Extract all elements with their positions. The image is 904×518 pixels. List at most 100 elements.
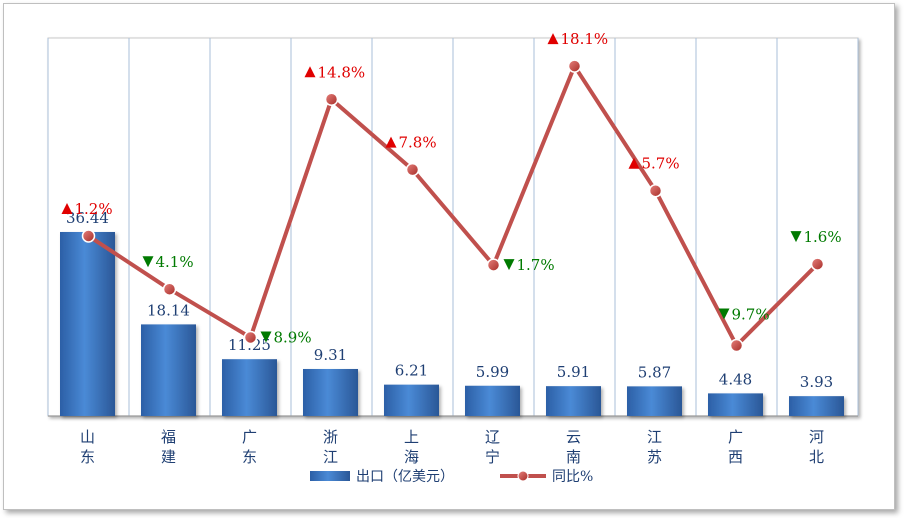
category-char: 广 [728,428,743,446]
category-char: 东 [80,448,95,466]
down-triangle-icon [260,331,272,343]
bar-value-label-2: 11.25 [228,336,271,354]
category-char: 江 [323,448,338,466]
category-label-3: 浙江 [323,428,338,466]
bar-value-label-0: 36.44 [66,209,109,227]
bar-2 [222,359,277,416]
up-triangle-icon [547,33,559,45]
down-triangle-icon [142,256,154,268]
line-marker-5 [486,258,501,272]
category-label-9: 河北 [809,428,824,466]
line-path [87,64,819,348]
bar-5 [465,385,520,416]
bar-series [60,231,844,416]
bar-value-labels: 36.44 18.14 11.25 9.31 6.21 5.99 5.91 5.87 4.48 3… [66,209,833,391]
category-char: 浙 [323,428,338,446]
category-char: 西 [728,448,743,466]
up-triangle-icon [628,157,640,169]
legend-swatch-bar [310,471,350,481]
category-char: 建 [161,448,176,466]
category-char: 苏 [647,448,662,466]
line-value-label-3: 14.8% [304,63,366,81]
legend-label-line: 同比% [552,469,593,485]
line-marker-9 [810,257,825,271]
category-char: 南 [566,448,581,466]
line-marker-2 [243,330,258,345]
category-char: 江 [647,428,662,446]
line-value-text-4: 7.8% [399,134,437,152]
category-char: 宁 [485,448,500,466]
down-triangle-icon [718,308,730,320]
legend-swatch-marker [517,470,529,482]
category-char: 河 [809,428,824,446]
line-marker-4 [405,162,420,177]
line-value-text-3: 14.8% [318,63,366,81]
category-char: 山 [80,428,95,446]
bar-value-label-7: 5.87 [638,363,671,381]
line-value-text-8: 9.7% [732,305,770,323]
line-marker-3 [324,92,339,107]
bar-value-label-6: 5.91 [557,363,590,381]
category-label-7: 江苏 [647,428,662,466]
line-value-label-6: 18.1% [547,30,609,48]
bar-value-label-9: 3.93 [800,373,833,391]
line-value-text-5: 1.7% [517,256,555,274]
bar-value-label-4: 6.21 [395,362,428,380]
bar-4 [384,384,439,416]
bar-1 [141,324,196,416]
line-value-label-5: 1.7% [503,256,555,274]
category-label-8: 广西 [728,428,743,466]
line-value-text-0: 1.2% [75,200,113,218]
line-value-labels: 1.2% 4.1% 8.9% 14.8% 7.8% 1.7% 18.1% 5.7% 9.7% 1.… [61,30,842,346]
line-series [81,59,825,353]
line-value-text-6: 18.1% [561,30,609,48]
grid-lines [47,38,859,417]
up-triangle-icon [304,66,316,78]
line-marker-8 [729,338,744,353]
line-marker-7 [648,183,663,198]
line-marker-1 [162,282,177,296]
category-label-6: 云南 [566,428,581,466]
line-marker-0 [81,229,96,243]
line-value-label-2: 8.9% [260,328,312,346]
bar-6 [546,386,601,416]
line-value-label-8: 9.7% [718,305,770,323]
category-label-5: 辽宁 [485,428,500,466]
legend-item-line: 同比% [500,469,593,485]
category-char: 辽 [485,428,500,446]
down-triangle-icon [503,259,515,271]
bar-value-label-5: 5.99 [476,363,509,381]
line-value-label-4: 7.8% [385,134,437,152]
up-triangle-icon [61,202,73,214]
category-char: 海 [404,448,419,466]
bar-value-label-1: 18.14 [147,301,190,319]
line-value-text-2: 8.9% [274,328,312,346]
category-label-1: 福建 [161,428,176,466]
line-value-label-0: 1.2% [61,200,113,218]
category-char: 上 [404,428,419,446]
bar-7 [627,386,682,416]
bar-value-label-8: 4.48 [719,370,752,388]
category-char: 北 [809,448,824,466]
category-char: 广 [242,428,257,446]
line-value-text-1: 4.1% [156,253,194,271]
line-value-label-9: 1.6% [790,228,842,246]
bar-9 [789,396,844,416]
bar-value-label-3: 9.31 [314,346,347,364]
down-triangle-icon [790,231,802,243]
line-value-text-9: 1.6% [804,228,842,246]
category-label-4: 上海 [404,428,419,466]
line-value-text-7: 5.7% [642,155,680,173]
up-triangle-icon [385,136,397,148]
category-char: 福 [161,428,176,446]
category-label-2: 广东 [242,428,257,466]
category-char: 云 [566,428,581,446]
bar-0 [60,231,115,416]
line-value-label-1: 4.1% [142,253,194,271]
bar-8 [708,393,763,416]
legend-item-bars: 出口（亿美元） [310,469,454,485]
bar-3 [303,368,358,416]
legend-label-bars: 出口（亿美元） [356,469,454,485]
category-char: 东 [242,448,257,466]
